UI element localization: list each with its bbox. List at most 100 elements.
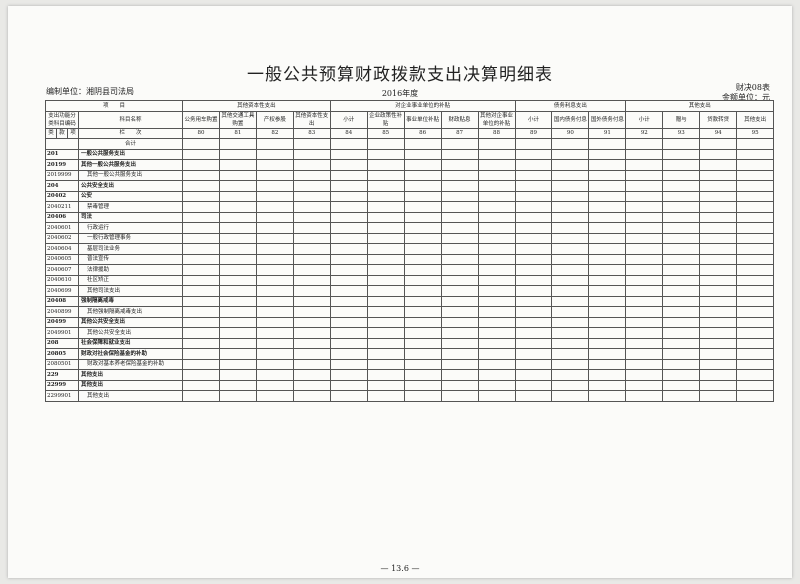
cell <box>588 180 627 192</box>
cell <box>551 232 590 244</box>
column-header: 国外债务付息 <box>588 110 627 129</box>
cell <box>625 222 664 234</box>
cell <box>292 390 331 402</box>
column-header: 小计 <box>514 110 553 129</box>
cell <box>329 138 368 150</box>
column-header: 财政贴息 <box>440 110 479 129</box>
cell <box>588 285 627 297</box>
cell <box>255 159 294 171</box>
data-row: 2049901 其他公共安全支出 <box>45 327 775 339</box>
cell <box>440 253 479 265</box>
cell <box>218 316 257 328</box>
group-header: 其他支出 <box>625 100 775 112</box>
cell <box>736 348 775 360</box>
subject-code: 22999 <box>45 379 79 391</box>
cell <box>625 390 664 402</box>
subject-code: 2040610 <box>45 274 79 286</box>
cell <box>440 232 479 244</box>
cell <box>403 306 442 318</box>
cell <box>662 348 701 360</box>
column-header: 赠与 <box>662 110 701 129</box>
cell <box>699 358 738 370</box>
cell <box>292 253 331 265</box>
cell <box>551 306 590 318</box>
cell <box>403 222 442 234</box>
cell <box>477 274 516 286</box>
cell <box>403 211 442 223</box>
cell <box>255 148 294 160</box>
cell <box>477 253 516 265</box>
cell <box>292 232 331 244</box>
cell <box>366 306 405 318</box>
cell <box>255 358 294 370</box>
cell <box>625 358 664 370</box>
cell <box>255 348 294 360</box>
cell <box>736 390 775 402</box>
cell <box>440 337 479 349</box>
cell <box>699 285 738 297</box>
cell <box>699 369 738 381</box>
cell <box>699 232 738 244</box>
data-row: 2019999 其他一般公共服务支出 <box>45 169 775 181</box>
cell <box>440 211 479 223</box>
cell <box>292 138 331 150</box>
cell <box>662 159 701 171</box>
column-header: 公务用车购置 <box>182 110 220 129</box>
cell <box>292 159 331 171</box>
cell <box>514 243 553 255</box>
cell <box>551 337 590 349</box>
data-row: 2080501 财政对基本养老保险基金的补助 <box>45 358 775 370</box>
data-row: 2040211 禁毒管理 <box>45 201 775 213</box>
cell <box>218 348 257 360</box>
cell <box>255 264 294 276</box>
cell <box>403 264 442 276</box>
cell <box>551 253 590 265</box>
cell <box>218 222 257 234</box>
cell <box>218 232 257 244</box>
data-row: 2299901 其他支出 <box>45 390 775 402</box>
subject-code: 20499 <box>45 316 79 328</box>
cell <box>588 243 627 255</box>
cell <box>292 222 331 234</box>
cell <box>329 390 368 402</box>
subject-name: 其他一般公共服务支出 <box>77 159 184 171</box>
cell <box>736 243 775 255</box>
column-header: 其他对企事业单位的补贴 <box>477 110 516 129</box>
cell <box>699 148 738 160</box>
subject-name: 财政对基本养老保险基金的补助 <box>77 358 184 370</box>
cell <box>329 306 368 318</box>
cell <box>625 180 664 192</box>
cell <box>255 232 294 244</box>
cell <box>403 180 442 192</box>
subject-code: 2040602 <box>45 232 79 244</box>
total-row: 合计 <box>45 138 775 150</box>
subject-name: 禁毒管理 <box>77 201 184 213</box>
subject-name: 司法 <box>77 211 184 223</box>
group-header: 债务利息支出 <box>514 100 627 112</box>
cell <box>514 190 553 202</box>
cell <box>440 169 479 181</box>
cell <box>403 274 442 286</box>
cell <box>255 295 294 307</box>
cell <box>182 264 220 276</box>
cell <box>218 337 257 349</box>
column-header: 小计 <box>329 110 368 129</box>
cell <box>625 274 664 286</box>
cell <box>292 348 331 360</box>
cell <box>440 358 479 370</box>
cell <box>625 285 664 297</box>
cell <box>477 348 516 360</box>
cell <box>182 316 220 328</box>
cell <box>625 348 664 360</box>
cell <box>588 169 627 181</box>
subject-code: 2080501 <box>45 358 79 370</box>
cell <box>292 327 331 339</box>
cell <box>366 138 405 150</box>
subject-name: 基层司法业务 <box>77 243 184 255</box>
cell <box>440 348 479 360</box>
cell <box>625 190 664 202</box>
cell <box>514 306 553 318</box>
cell <box>477 327 516 339</box>
cell <box>736 327 775 339</box>
cell <box>403 337 442 349</box>
